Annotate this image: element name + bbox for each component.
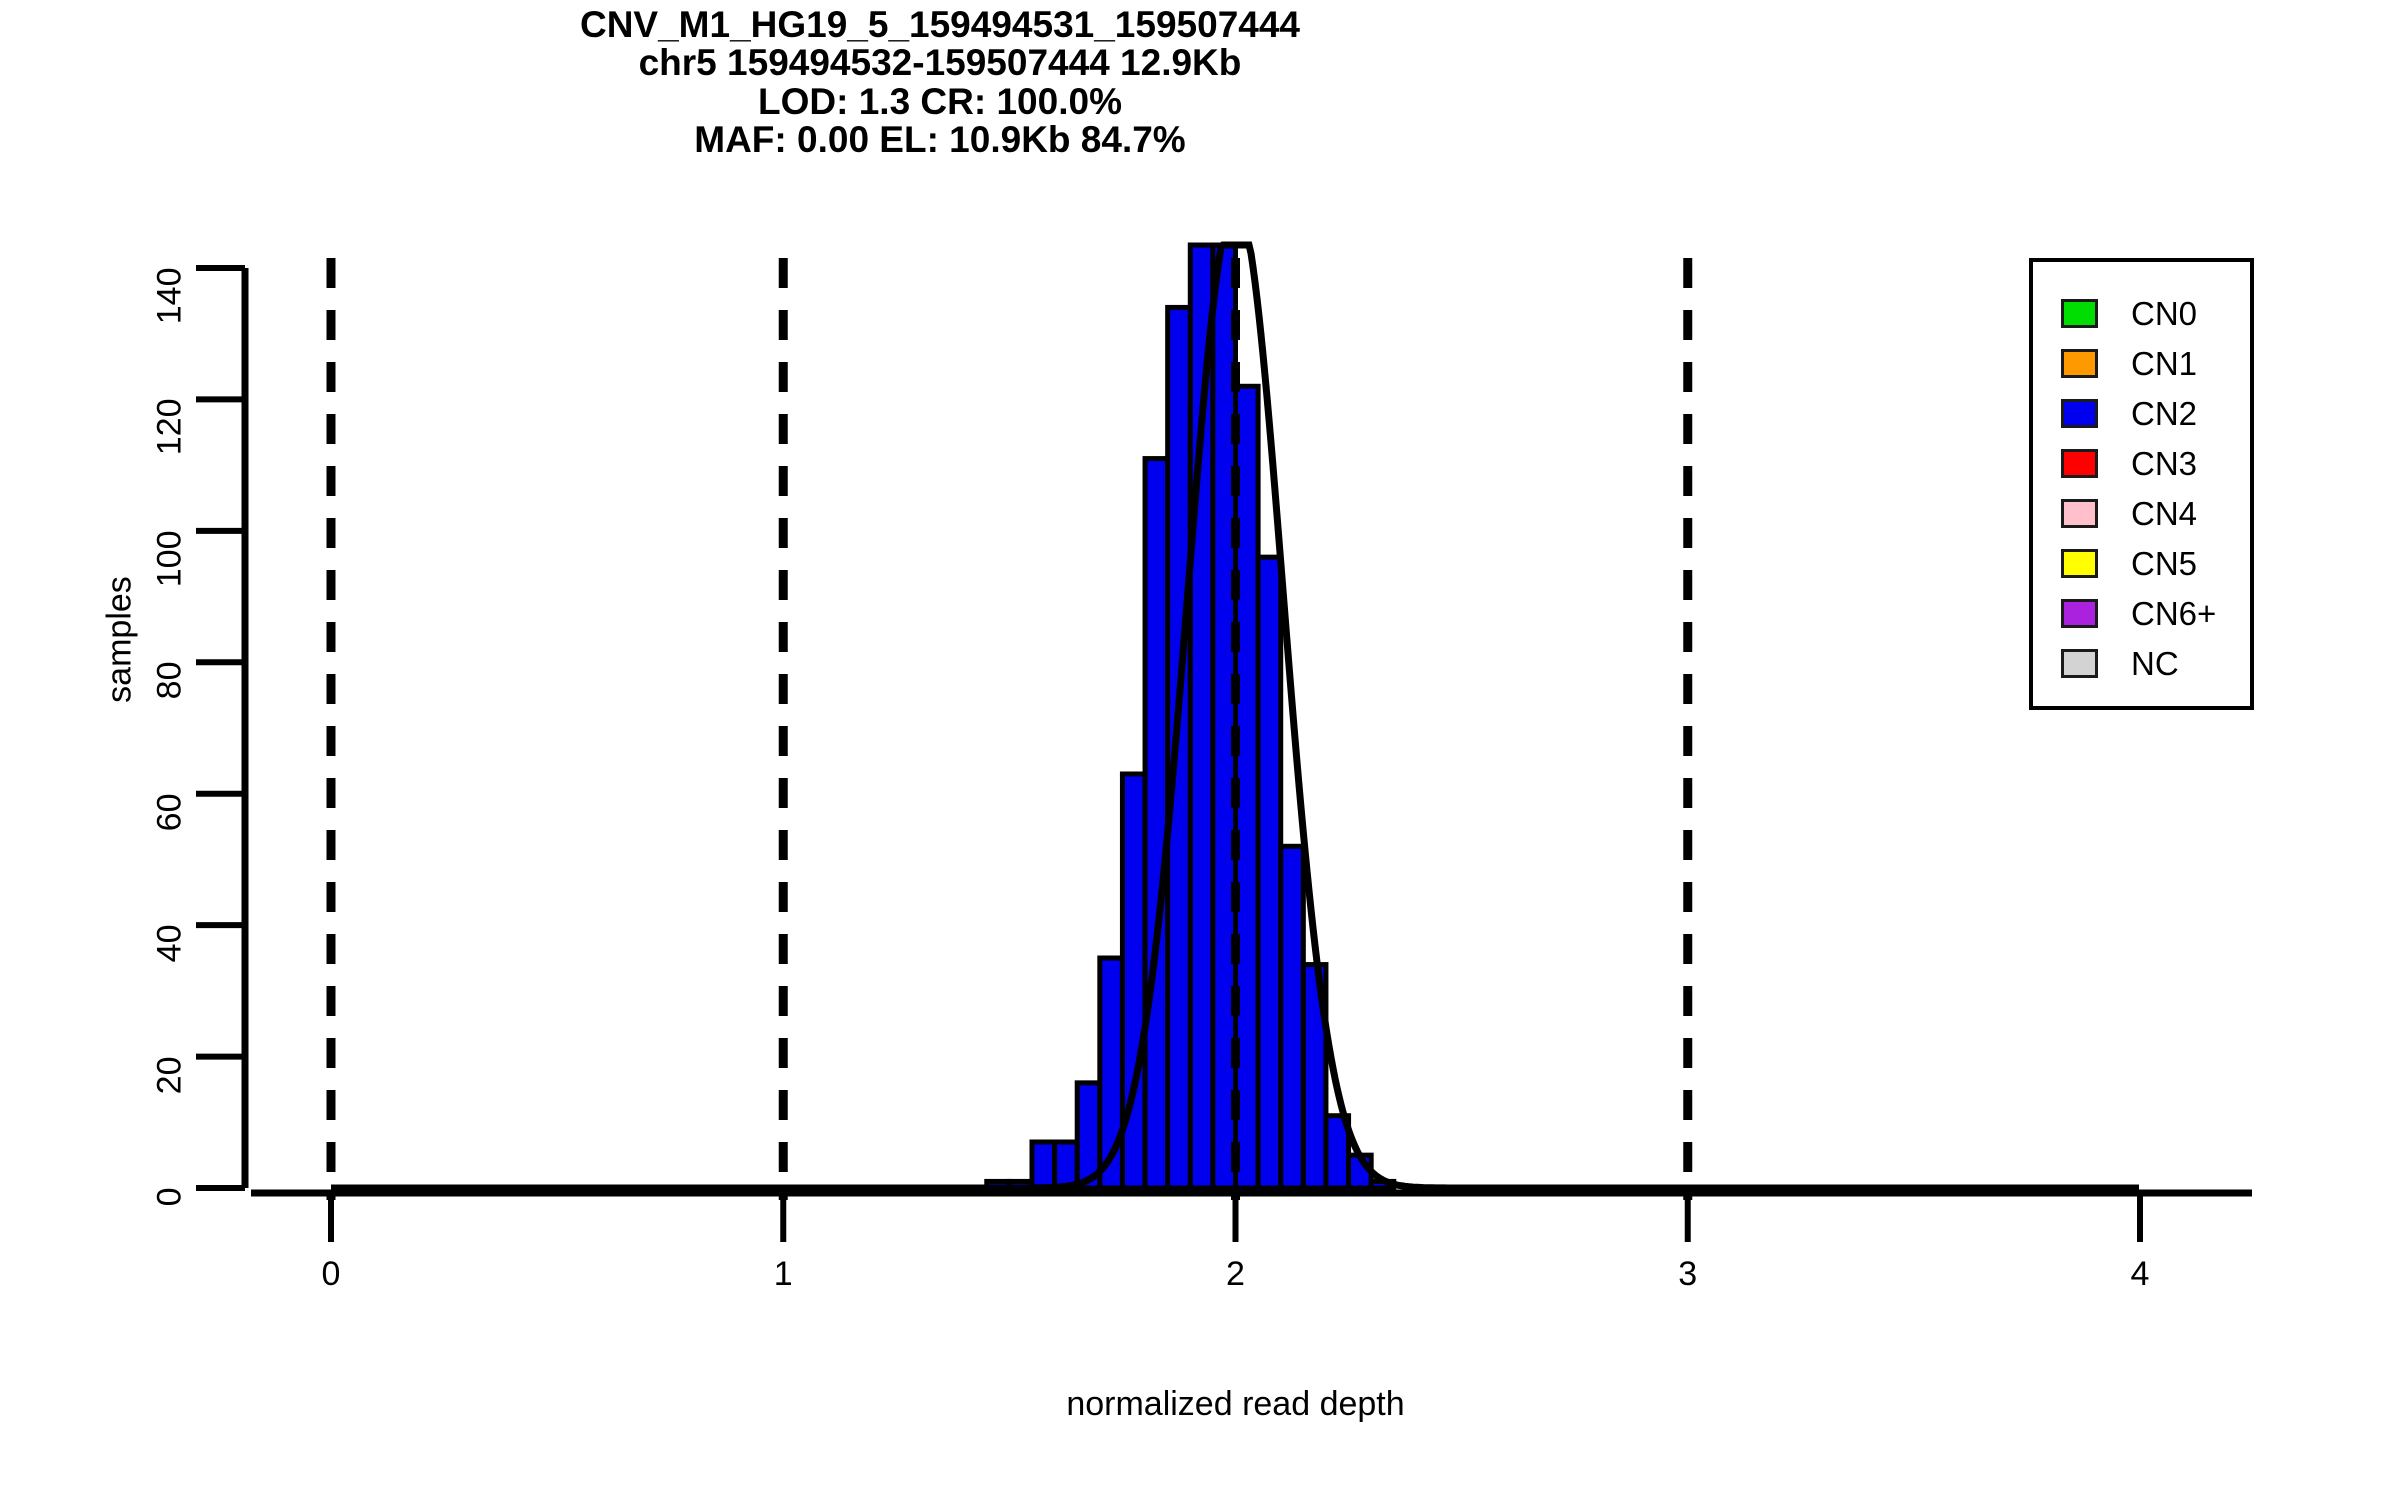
y-axis-title: samples bbox=[100, 576, 139, 703]
y-tick-label: 140 bbox=[150, 267, 189, 325]
x-tick-label: 2 bbox=[1226, 1255, 1245, 1293]
density-curve bbox=[331, 241, 2139, 1192]
reference-lines bbox=[326, 258, 1693, 1200]
legend-item-label: CN4 bbox=[2131, 494, 2198, 532]
title-line-4: MAF: 0.00 EL: 10.9Kb 84.7% bbox=[694, 119, 1186, 161]
legend-color-swatch bbox=[2061, 498, 2098, 528]
x-tick-label: 3 bbox=[1678, 1255, 1698, 1293]
legend-item-label: CN3 bbox=[2131, 444, 2198, 482]
legend-item-label: CN1 bbox=[2131, 344, 2198, 382]
legend-color-swatch bbox=[2061, 448, 2098, 478]
title-line-2: chr5 159494532-159507444 12.9Kb bbox=[638, 42, 1242, 84]
legend-item: CN3 bbox=[2061, 438, 2250, 488]
histogram-bar bbox=[1165, 304, 1193, 1191]
title-line-3: LOD: 1.3 CR: 100.0% bbox=[758, 80, 1122, 122]
legend-item-label: CN2 bbox=[2131, 394, 2198, 432]
legend-item: NC bbox=[2061, 638, 2250, 688]
y-tick-label: 20 bbox=[150, 1056, 189, 1094]
legend-color-swatch bbox=[2061, 298, 2098, 328]
y-tick-label: 0 bbox=[150, 1187, 189, 1207]
legend-item-label: CN6+ bbox=[2131, 594, 2217, 632]
histogram-bar bbox=[1255, 554, 1284, 1191]
legend-box: CN0 CN1 CN2 CN3 CN4 CN5 CN6+ NC bbox=[2029, 258, 2254, 710]
x-tick-label: 1 bbox=[773, 1255, 793, 1293]
legend-color-swatch bbox=[2061, 348, 2098, 378]
legend-item-label: NC bbox=[2131, 644, 2179, 682]
legend-items: CN0 CN1 CN2 CN3 CN4 CN5 CN6+ NC bbox=[2033, 262, 2250, 688]
legend-item: CN1 bbox=[2061, 338, 2250, 388]
axis-lines bbox=[196, 265, 2252, 1242]
y-tick-label: 40 bbox=[150, 924, 189, 963]
y-tick-label: 120 bbox=[150, 398, 189, 456]
legend-item-label: CN0 bbox=[2131, 294, 2198, 332]
y-tick-label: 100 bbox=[150, 530, 189, 588]
y-tick-label: 80 bbox=[150, 661, 189, 700]
legend-item: CN0 bbox=[2061, 288, 2250, 338]
legend-item: CN2 bbox=[2061, 388, 2250, 438]
x-axis-title: normalized read depth bbox=[1066, 1385, 1405, 1423]
legend-item: CN5 bbox=[2061, 538, 2250, 588]
histogram-bar bbox=[1029, 1139, 1058, 1191]
histogram-bar bbox=[1278, 843, 1306, 1191]
x-tick-label: 4 bbox=[2130, 1255, 2150, 1293]
histogram-bar bbox=[1323, 1113, 1352, 1191]
x-tick-label: 0 bbox=[321, 1255, 341, 1293]
histogram-bars bbox=[984, 242, 1397, 1191]
legend-item: CN6+ bbox=[2061, 588, 2250, 638]
histogram-bar bbox=[1052, 1139, 1080, 1191]
legend-item-label: CN5 bbox=[2131, 544, 2198, 582]
legend-color-swatch bbox=[2061, 548, 2098, 578]
figure-title: CNV_M1_HG19_5_159494531_159507444 chr5 1… bbox=[0, 4, 1880, 161]
legend-color-swatch bbox=[2061, 398, 2098, 428]
histogram-bar bbox=[1142, 456, 1171, 1191]
legend-color-swatch bbox=[2061, 598, 2098, 628]
title-line-1: CNV_M1_HG19_5_159494531_159507444 bbox=[579, 4, 1301, 45]
y-tick-label: 60 bbox=[150, 793, 189, 832]
legend-color-swatch bbox=[2061, 648, 2098, 678]
legend-item: CN4 bbox=[2061, 488, 2250, 538]
